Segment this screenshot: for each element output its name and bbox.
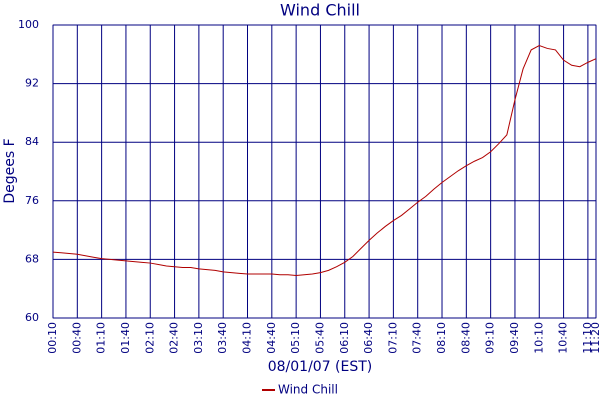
x-tick-label: 05:10 bbox=[289, 322, 302, 354]
x-tick-label: 07:10 bbox=[386, 322, 399, 354]
x-tick-label: 04:40 bbox=[265, 322, 278, 354]
x-tick-label: 01:40 bbox=[119, 322, 132, 354]
chart-title: Wind Chill bbox=[280, 1, 360, 20]
x-tick-label: 03:10 bbox=[192, 322, 205, 354]
x-tick-label: 01:10 bbox=[95, 322, 108, 354]
y-tick-label: 84 bbox=[25, 135, 39, 148]
x-tick-label: 06:40 bbox=[362, 322, 375, 354]
y-tick-label: 68 bbox=[25, 252, 39, 265]
legend-label: Wind Chill bbox=[278, 383, 338, 397]
x-tick-label: 10:40 bbox=[557, 322, 570, 354]
x-tick-label: 11:10 bbox=[581, 322, 594, 354]
y-tick-label: 76 bbox=[25, 194, 39, 207]
y-axis-title: Degees F bbox=[2, 138, 18, 203]
x-tick-label: 07:40 bbox=[411, 322, 424, 354]
y-tick-label: 92 bbox=[25, 77, 39, 90]
x-tick-label: 02:10 bbox=[143, 322, 156, 354]
x-tick-label: 11:20 bbox=[589, 322, 600, 354]
x-tick-label: 02:40 bbox=[168, 322, 181, 354]
x-tick-label: 03:40 bbox=[216, 322, 229, 354]
x-tick-label: 04:10 bbox=[241, 322, 254, 354]
x-tick-label: 09:10 bbox=[484, 322, 497, 354]
y-tick-label: 100 bbox=[18, 18, 39, 31]
x-tick-label: 00:10 bbox=[46, 322, 59, 354]
x-axis-title: 08/01/07 (EST) bbox=[268, 359, 373, 375]
x-tick-label: 10:10 bbox=[532, 322, 545, 354]
x-tick-label: 00:40 bbox=[70, 322, 83, 354]
x-tick-label: 05:40 bbox=[313, 322, 326, 354]
x-tick-label: 08:40 bbox=[459, 322, 472, 354]
x-tick-label: 09:40 bbox=[508, 322, 521, 354]
plot-area bbox=[52, 24, 597, 319]
x-tick-label: 06:10 bbox=[338, 322, 351, 354]
data-line bbox=[52, 44, 597, 277]
x-tick-label: 08:10 bbox=[435, 322, 448, 354]
y-tick-label: 60 bbox=[25, 311, 39, 324]
